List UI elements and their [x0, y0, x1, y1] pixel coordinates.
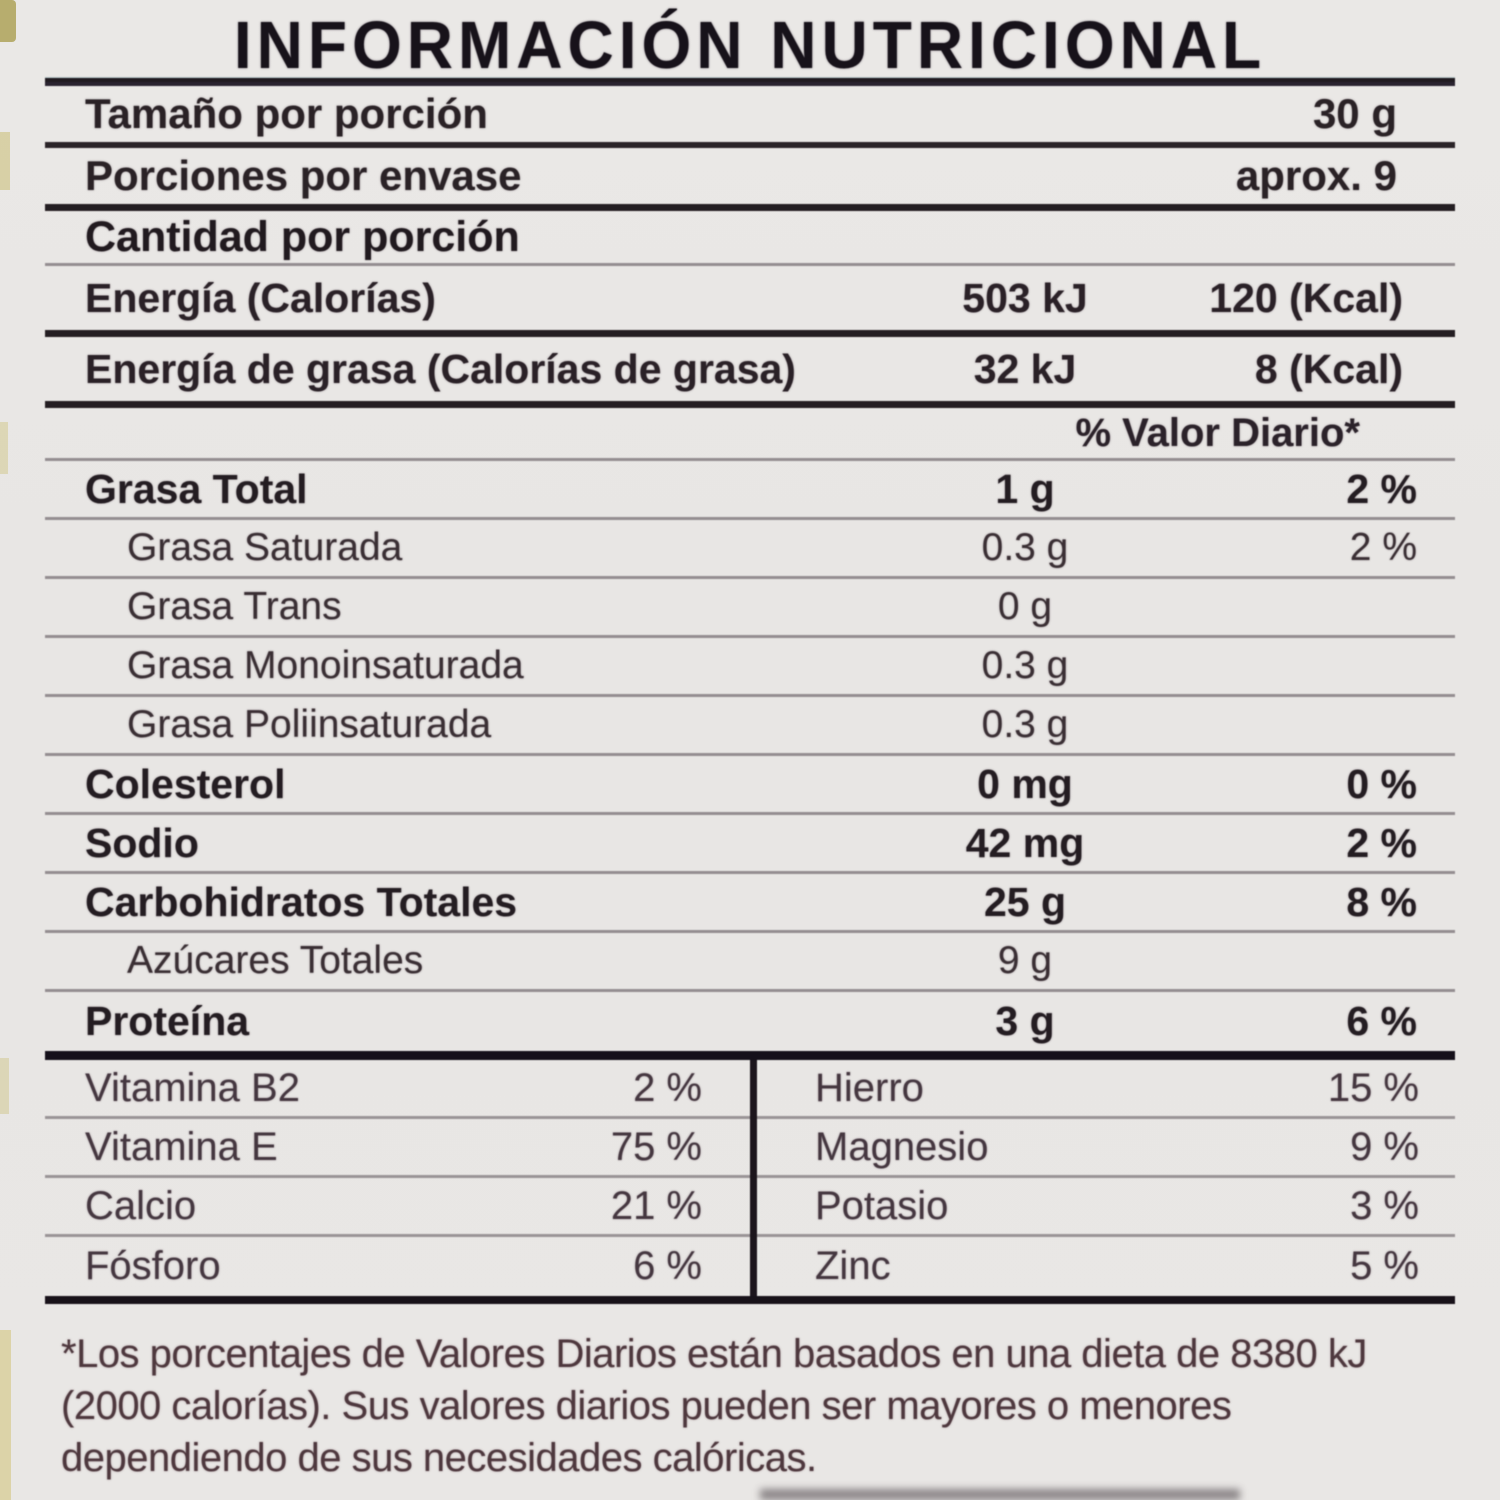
- servings-per-container-label: Porciones por envase: [85, 152, 522, 199]
- photo-edge-artifact: [0, 1058, 9, 1114]
- micronutrient-dv: 6 %: [633, 1244, 702, 1288]
- nutrient-name: Grasa Monoinsaturada: [127, 644, 524, 687]
- nutrient-row-cholesterol: Colesterol 0 mg 0 %: [45, 756, 1455, 815]
- photo-edge-artifact: [0, 1330, 11, 1500]
- nutrient-name: Colesterol: [85, 760, 286, 807]
- micronutrients-left-column: Vitamina B2 2 % Vitamina E 75 % Calcio 2…: [45, 1060, 750, 1296]
- nutrient-name: Azúcares Totales: [127, 939, 424, 982]
- nutrient-dv: 2 %: [1349, 526, 1417, 569]
- nutrient-row-protein: Proteína 3 g 6 %: [45, 992, 1455, 1051]
- nutrient-dv: 8 %: [1346, 878, 1417, 925]
- nutrient-amount: 0.3 g: [981, 644, 1069, 687]
- fat-energy-label: Energía de grasa (Calorías de grasa): [85, 345, 796, 392]
- micronutrients-right-column: Hierro 15 % Magnesio 9 % Potasio 3 % Zin…: [750, 1060, 1455, 1296]
- nutrient-row-trans-fat: Grasa Trans 0 g: [45, 579, 1455, 638]
- micronutrient-row-zinc: Zinc 5 %: [757, 1237, 1455, 1296]
- micronutrient-row-iron: Hierro 15 %: [757, 1060, 1455, 1119]
- nutrient-row-total-sugars: Azúcares Totales 9 g: [45, 933, 1455, 992]
- nutrient-row-monounsaturated-fat: Grasa Monoinsaturada 0.3 g: [45, 638, 1455, 697]
- nutrient-row-total-carbohydrates: Carbohidratos Totales 25 g 8 %: [45, 874, 1455, 933]
- label-content: INFORMACIÓN NUTRICIONAL Tamaño por porci…: [45, 0, 1455, 1484]
- photo-edge-artifact: [0, 0, 16, 42]
- amount-per-serving-label: Cantidad por porción: [85, 212, 520, 261]
- serving-size-row: Tamaño por porción 30 g: [45, 86, 1455, 142]
- nutrient-dv: 2 %: [1346, 819, 1417, 866]
- nutrient-amount: 9 g: [997, 939, 1053, 982]
- fat-energy-row: Energía de grasa (Calorías de grasa) 32 …: [45, 337, 1455, 401]
- servings-per-container-value: aprox. 9: [1235, 152, 1397, 199]
- energy-row: Energía (Calorías) 503 kJ 120 (Kcal): [45, 266, 1455, 330]
- serving-size-label: Tamaño por porción: [85, 90, 488, 137]
- nutrient-name: Sodio: [85, 819, 199, 866]
- amount-per-serving-header: Cantidad por porción: [45, 211, 1455, 263]
- micronutrient-name: Magnesio: [815, 1124, 989, 1169]
- nutrient-row-polyunsaturated-fat: Grasa Poliinsaturada 0.3 g: [45, 697, 1455, 756]
- nutrient-name: Carbohidratos Totales: [85, 878, 518, 925]
- micronutrient-name: Fósforo: [85, 1244, 221, 1288]
- nutrient-row-total-fat: Grasa Total 1 g 2 %: [45, 461, 1455, 520]
- nutrient-row-saturated-fat: Grasa Saturada 0.3 g 2 %: [45, 520, 1455, 579]
- nutrient-row-sodium: Sodio 42 mg 2 %: [45, 815, 1455, 874]
- nutrient-name: Grasa Trans: [127, 585, 342, 628]
- micronutrient-dv: 75 %: [610, 1124, 702, 1169]
- serving-size-value: 30 g: [1312, 90, 1397, 137]
- photo-edge-artifact: [0, 132, 10, 190]
- micronutrient-row-vitamin-b2: Vitamina B2 2 %: [45, 1060, 750, 1119]
- micronutrient-row-vitamin-e: Vitamina E 75 %: [45, 1119, 750, 1178]
- micronutrients-section: Vitamina B2 2 % Vitamina E 75 % Calcio 2…: [45, 1060, 1455, 1304]
- nutrient-name: Grasa Saturada: [127, 526, 403, 569]
- divider: [45, 263, 1455, 266]
- divider: [45, 401, 1455, 408]
- nutrient-amount: 0 g: [997, 585, 1053, 628]
- energy-label: Energía (Calorías): [85, 274, 436, 321]
- micronutrient-name: Zinc: [815, 1244, 891, 1288]
- micronutrient-name: Vitamina E: [85, 1124, 278, 1169]
- nutrient-amount: 3 g: [995, 998, 1055, 1044]
- daily-value-header: % Valor Diario*: [1075, 410, 1360, 455]
- nutrient-amount: 1 g: [995, 465, 1055, 512]
- nutrient-dv: 0 %: [1346, 760, 1417, 807]
- photo-edge-artifact: [760, 1489, 1240, 1500]
- nutrient-amount: 42 mg: [965, 819, 1085, 866]
- micronutrient-dv: 21 %: [610, 1183, 702, 1228]
- micronutrient-name: Calcio: [85, 1183, 197, 1228]
- daily-value-header-row: % Valor Diario*: [45, 408, 1455, 458]
- label-title: INFORMACIÓN NUTRICIONAL: [233, 7, 1267, 83]
- nutrient-dv: 2 %: [1346, 465, 1417, 512]
- nutrients-section: Grasa Total 1 g 2 % Grasa Saturada 0.3 g…: [45, 461, 1455, 1060]
- micronutrient-name: Vitamina B2: [85, 1065, 300, 1110]
- micronutrient-dv: 9 %: [1350, 1124, 1419, 1169]
- nutrient-amount: 25 g: [983, 878, 1067, 925]
- nutrient-name: Proteína: [85, 998, 250, 1044]
- nutrient-dv: 6 %: [1346, 998, 1417, 1044]
- micronutrient-dv: 3 %: [1350, 1183, 1419, 1228]
- divider: [45, 330, 1455, 337]
- nutrient-name: Grasa Total: [85, 465, 308, 512]
- energy-kj-value: 503 kJ: [962, 274, 1088, 321]
- micronutrient-row-calcium: Calcio 21 %: [45, 1178, 750, 1237]
- micronutrient-row-potassium: Potasio 3 %: [757, 1178, 1455, 1237]
- nutrient-amount: 0.3 g: [981, 526, 1069, 569]
- title-divider: [45, 78, 1455, 86]
- divider: [45, 458, 1455, 461]
- micronutrient-name: Potasio: [815, 1183, 949, 1228]
- photo-edge-artifact: [0, 422, 8, 474]
- micronutrient-row-phosphorus: Fósforo 6 %: [45, 1237, 750, 1296]
- micronutrient-dv: 5 %: [1350, 1244, 1419, 1288]
- divider: [45, 142, 1455, 148]
- fat-energy-kj-value: 32 kJ: [973, 345, 1077, 392]
- fat-energy-kcal-value: 8 (Kcal): [1254, 345, 1403, 392]
- nutrient-amount: 0.3 g: [981, 703, 1069, 746]
- energy-kcal-value: 120 (Kcal): [1209, 274, 1403, 321]
- micronutrient-dv: 2 %: [633, 1065, 702, 1110]
- micronutrient-name: Hierro: [815, 1065, 924, 1110]
- nutrient-amount: 0 mg: [977, 760, 1073, 807]
- micronutrient-dv: 15 %: [1327, 1065, 1419, 1110]
- daily-value-footnote: *Los porcentajes de Valores Diarios está…: [61, 1332, 1367, 1480]
- servings-per-container-row: Porciones por envase aprox. 9: [45, 148, 1455, 204]
- nutrient-name: Grasa Poliinsaturada: [127, 703, 492, 746]
- micronutrient-row-magnesium: Magnesio 9 %: [757, 1119, 1455, 1178]
- divider: [45, 204, 1455, 211]
